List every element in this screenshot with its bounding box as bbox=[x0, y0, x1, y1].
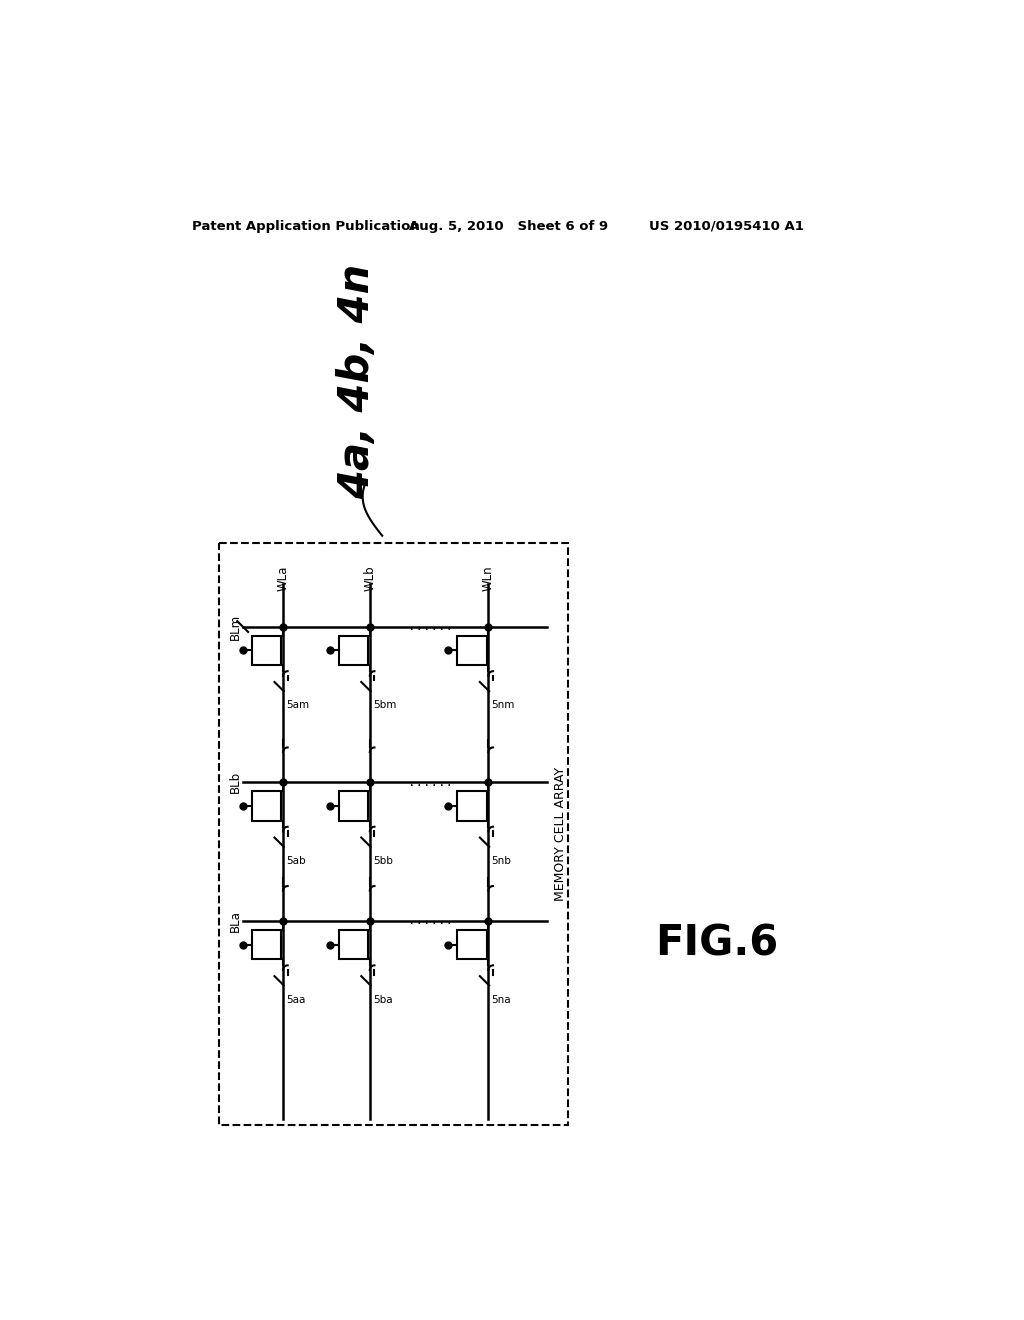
Bar bbox=[339, 636, 369, 665]
Text: 5aa: 5aa bbox=[286, 995, 305, 1005]
Text: Aug. 5, 2010   Sheet 6 of 9: Aug. 5, 2010 Sheet 6 of 9 bbox=[409, 219, 607, 232]
Text: ......: ...... bbox=[408, 915, 453, 927]
Text: WLb: WLb bbox=[364, 565, 376, 591]
Text: ......: ...... bbox=[408, 776, 453, 788]
Text: Patent Application Publication: Patent Application Publication bbox=[191, 219, 419, 232]
Text: WLa: WLa bbox=[276, 565, 290, 591]
Text: 5nm: 5nm bbox=[492, 701, 515, 710]
Text: 5nb: 5nb bbox=[492, 857, 511, 866]
Text: US 2010/0195410 A1: US 2010/0195410 A1 bbox=[649, 219, 804, 232]
Text: 4a, 4b, 4n: 4a, 4b, 4n bbox=[336, 264, 378, 499]
Text: BLm: BLm bbox=[228, 614, 242, 640]
Bar bbox=[339, 792, 369, 821]
Bar bbox=[458, 792, 486, 821]
Bar bbox=[458, 636, 486, 665]
Text: 5na: 5na bbox=[492, 995, 511, 1005]
Text: 5ab: 5ab bbox=[286, 857, 306, 866]
Bar bbox=[252, 792, 282, 821]
Bar bbox=[252, 636, 282, 665]
Text: 5bb: 5bb bbox=[373, 857, 393, 866]
Text: MEMORY CELL ARRAY: MEMORY CELL ARRAY bbox=[554, 767, 567, 900]
Text: WLn: WLn bbox=[482, 565, 495, 591]
Text: BLb: BLb bbox=[228, 771, 242, 793]
Text: FIG.6: FIG.6 bbox=[655, 923, 778, 965]
Bar bbox=[339, 929, 369, 960]
Bar bbox=[458, 929, 486, 960]
Text: 5ba: 5ba bbox=[373, 995, 392, 1005]
Bar bbox=[252, 929, 282, 960]
Text: BLa: BLa bbox=[228, 909, 242, 932]
Text: ......: ...... bbox=[408, 620, 453, 634]
Text: 5am: 5am bbox=[286, 701, 309, 710]
Text: 5bm: 5bm bbox=[373, 701, 396, 710]
